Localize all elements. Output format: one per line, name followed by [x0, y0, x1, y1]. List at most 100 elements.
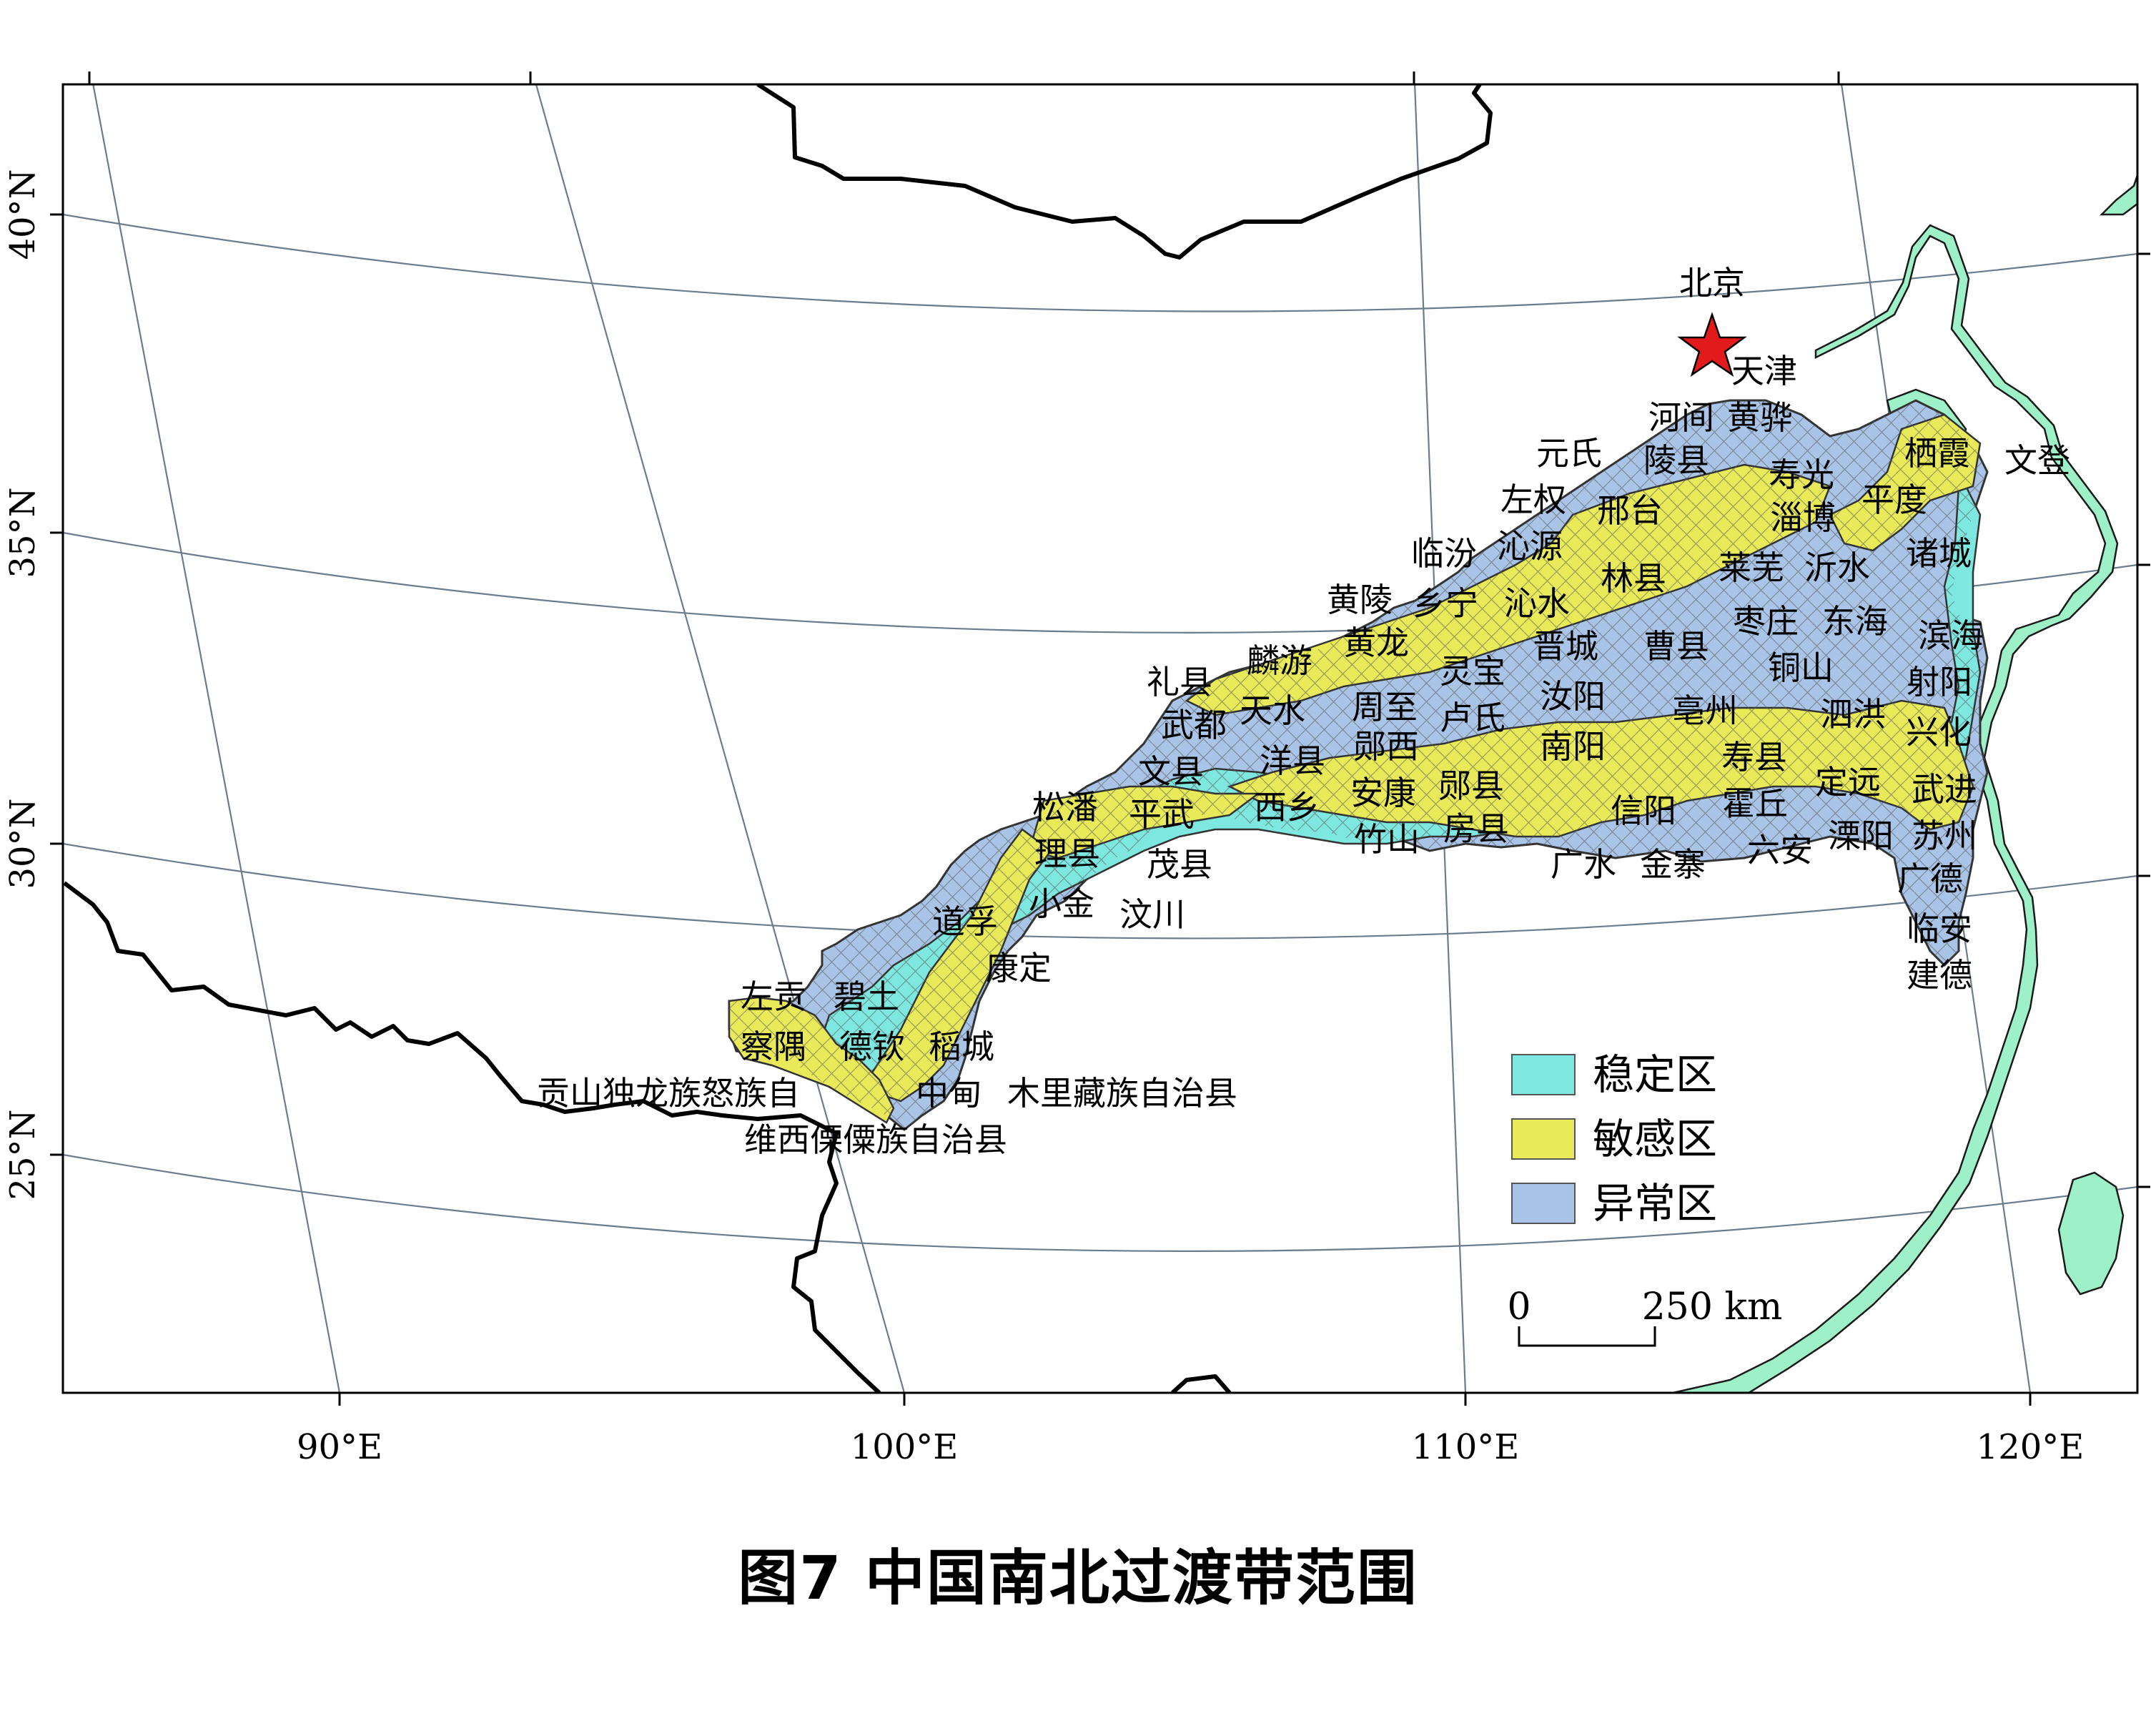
- longitude-line-90e: [92, 84, 341, 1393]
- place-label: 兴化: [1906, 713, 1972, 751]
- place-label: 东海: [1822, 602, 1888, 641]
- star-icon: [1677, 312, 1747, 378]
- lon-label-90e: 90°E: [297, 1427, 382, 1467]
- place-label: 天水: [1240, 691, 1305, 730]
- lon-label-120e: 120°E: [1977, 1427, 2085, 1467]
- place-label: 苏州: [1912, 817, 1977, 855]
- place-label: 寿县: [1721, 738, 1787, 776]
- place-label: 栖霞: [1904, 434, 1970, 473]
- legend-label-stable: 稳定区: [1593, 1050, 1717, 1099]
- place-label: 滨海: [1918, 616, 1984, 655]
- place-label: 沁水: [1504, 584, 1570, 623]
- place-label: 中甸: [916, 1074, 981, 1113]
- latitude-line-40n: [63, 213, 2137, 312]
- place-label: 安康: [1350, 774, 1416, 812]
- place-label: 礼县: [1147, 663, 1212, 701]
- place-label: 枣庄: [1733, 602, 1799, 641]
- place-label: 武进: [1912, 770, 1977, 809]
- scale-bar: 0 250 km: [1507, 1286, 1783, 1347]
- place-label: 松潘: [1032, 788, 1098, 827]
- lat-label-30n: 30°N: [3, 798, 43, 889]
- place-label: 黄陵: [1327, 581, 1393, 619]
- place-label: 广德: [1897, 859, 1963, 898]
- place-label: 察隅: [741, 1027, 806, 1066]
- place-label: 麟游: [1247, 641, 1312, 680]
- place-label: 木里藏族自治县: [1007, 1074, 1237, 1113]
- legend-item-abnormal: 异常区: [1511, 1179, 1717, 1228]
- longitude-labels: 90°E 100°E 110°E 120°E: [297, 1427, 2084, 1467]
- lat-label-35n: 35°N: [3, 487, 43, 578]
- place-label: 洋县: [1260, 741, 1325, 780]
- place-label: 竹山: [1354, 820, 1420, 859]
- place-label: 临安: [1907, 909, 1972, 948]
- place-label: 河间: [1648, 398, 1714, 437]
- place-label: 天津: [1731, 352, 1797, 390]
- place-label: 寿光: [1769, 455, 1834, 494]
- latitude-line-25n: [63, 1153, 2137, 1252]
- place-label: 小金: [1029, 884, 1094, 923]
- place-label: 亳州: [1672, 691, 1738, 730]
- place-label: 左权: [1500, 480, 1566, 519]
- place-label: 平度: [1861, 480, 1927, 519]
- legend-swatch-abnormal: [1511, 1183, 1576, 1224]
- place-label: 左贡: [741, 977, 806, 1016]
- place-label: 稻城: [929, 1027, 994, 1066]
- place-label: 郧西: [1353, 727, 1419, 766]
- place-label: 晋城: [1533, 627, 1598, 666]
- frame-ticks: [50, 72, 2150, 1406]
- place-label: 康定: [986, 949, 1052, 987]
- place-label: 六安: [1747, 831, 1813, 869]
- place-label: 道孚: [932, 902, 998, 941]
- place-label: 射阳: [1907, 663, 1972, 701]
- legend: 稳定区 敏感区 异常区: [1511, 1050, 1717, 1228]
- place-label: 信阳: [1611, 792, 1676, 830]
- place-label: 建德: [1907, 956, 1972, 995]
- place-label: 林县: [1601, 559, 1666, 598]
- place-label: 房县: [1443, 809, 1509, 848]
- place-label: 沂水: [1804, 548, 1870, 587]
- place-label: 平武: [1129, 795, 1195, 834]
- place-label: 西乡: [1254, 788, 1320, 827]
- place-label: 泗洪: [1820, 695, 1886, 734]
- place-label: 铜山: [1768, 649, 1834, 687]
- place-label: 碧土: [834, 977, 899, 1016]
- place-label: 武都: [1161, 706, 1227, 744]
- scale-start-label: 0: [1507, 1286, 1531, 1328]
- capital-label: 北京: [1679, 264, 1745, 302]
- county-boundaries: [729, 400, 1987, 1130]
- legend-item-stable: 稳定区: [1511, 1050, 1717, 1099]
- place-label: 陵县: [1643, 441, 1709, 480]
- place-label: 茂县: [1147, 845, 1212, 884]
- place-label: 定远: [1815, 763, 1881, 802]
- longitude-line-100e: [535, 84, 906, 1393]
- figure-caption: 图7 中国南北过渡带范围: [738, 1543, 1418, 1613]
- place-label: 汝阳: [1540, 677, 1606, 716]
- place-label: 灵宝: [1440, 652, 1505, 691]
- place-label: 诸城: [1906, 534, 1972, 573]
- legend-swatch-stable: [1511, 1054, 1576, 1095]
- latitude-labels: 40°N 35°N 30°N 25°N: [3, 169, 43, 1200]
- latitude-line-30n: [63, 842, 2137, 940]
- map-frame: [61, 83, 2139, 1394]
- place-label: 维西傈僳族自治县: [744, 1120, 1007, 1159]
- lon-label-110e: 110°E: [1412, 1427, 1520, 1467]
- legend-swatch-sensitive: [1511, 1118, 1576, 1160]
- place-label: 郧县: [1438, 766, 1504, 805]
- place-label: 曹县: [1643, 627, 1709, 666]
- place-label: 贡山独龙族怒族自: [537, 1074, 800, 1113]
- place-label: 淄博: [1770, 498, 1836, 537]
- place-label: 黄龙: [1343, 623, 1409, 662]
- place-label: 沁源: [1497, 527, 1563, 566]
- place-label: 文登: [2004, 441, 2070, 480]
- scale-end-label: 250 km: [1642, 1286, 1783, 1328]
- place-label: 溧阳: [1828, 817, 1894, 855]
- lon-label-100e: 100°E: [851, 1427, 959, 1467]
- place-label: 南阳: [1540, 727, 1606, 766]
- place-label: 广水: [1551, 845, 1616, 884]
- graticule: [63, 84, 2137, 1393]
- national-border: [63, 84, 1493, 1393]
- place-label: 金寨: [1640, 845, 1706, 884]
- place-label: 乡宁: [1413, 584, 1478, 623]
